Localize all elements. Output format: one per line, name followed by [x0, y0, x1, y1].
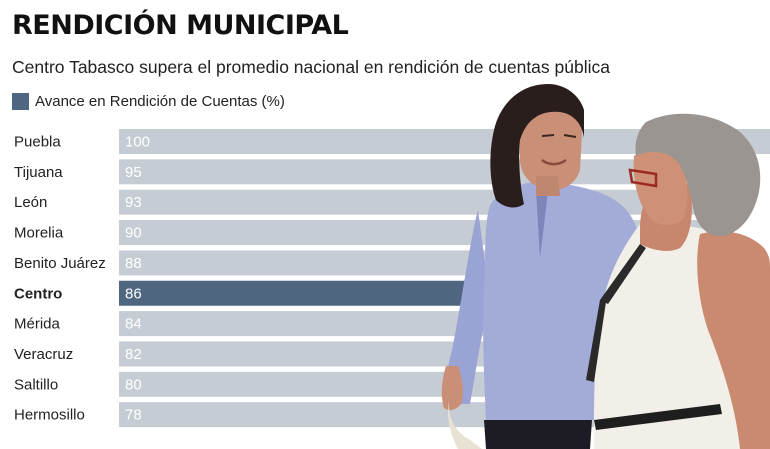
category-label: Benito Juárez	[14, 255, 106, 272]
woman-right-figure	[586, 113, 770, 449]
category-label: Centro	[14, 285, 62, 302]
category-label: Morelia	[14, 225, 64, 242]
chart-title: RENDICIÓN MUNICIPAL	[12, 10, 349, 41]
value-label: 84	[125, 316, 142, 333]
value-label: 100	[125, 134, 150, 151]
legend-label: Avance en Rendición de Cuentas (%)	[35, 93, 285, 110]
category-label: Puebla	[14, 134, 61, 151]
category-label: Mérida	[14, 316, 61, 333]
category-label: León	[14, 194, 47, 211]
legend: Avance en Rendición de Cuentas (%)	[12, 93, 285, 110]
category-label: Hermosillo	[14, 407, 85, 424]
category-label: Tijuana	[14, 164, 63, 181]
legend-swatch	[12, 93, 29, 110]
category-label: Saltillo	[14, 376, 58, 393]
category-label: Veracruz	[14, 346, 73, 363]
chart-subtitle: Centro Tabasco supera el promedio nacion…	[12, 57, 610, 77]
value-label: 82	[125, 346, 142, 363]
value-label: 86	[125, 285, 142, 302]
value-label: 93	[125, 194, 142, 211]
value-label: 95	[125, 164, 142, 181]
value-label: 88	[125, 255, 142, 272]
value-label: 78	[125, 407, 142, 424]
value-label: 90	[125, 225, 142, 242]
value-label: 80	[125, 376, 142, 393]
